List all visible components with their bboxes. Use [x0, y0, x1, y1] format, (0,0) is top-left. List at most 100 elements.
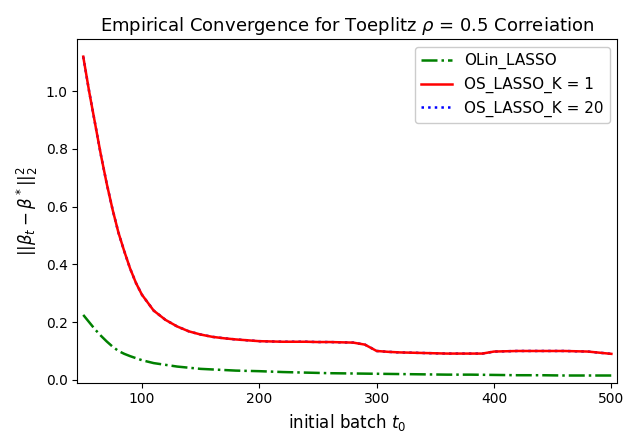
Line: OS_LASSO_K = 20: OS_LASSO_K = 20	[83, 56, 611, 354]
OS_LASSO_K = 20	[115, 230, 122, 235]
OLin_LASSO	[91, 327, 99, 332]
OS_LASSO_K = 1	[91, 121, 99, 126]
OS_LASSO_K = 1	[303, 339, 310, 345]
OS_LASSO_K = 1	[196, 332, 204, 337]
OS_LASSO_K = 1	[467, 351, 474, 356]
OS_LASSO_K = 1	[607, 351, 615, 357]
OS_LASSO_K = 1	[209, 334, 216, 340]
OS_LASSO_K = 20	[444, 351, 451, 356]
OS_LASSO_K = 1	[514, 348, 522, 353]
Line: OS_LASSO_K = 1: OS_LASSO_K = 1	[83, 56, 611, 354]
OLin_LASSO	[173, 364, 181, 369]
OS_LASSO_K = 1	[490, 349, 498, 354]
OLin_LASSO	[303, 370, 310, 375]
OLin_LASSO	[244, 368, 252, 374]
OS_LASSO_K = 20	[79, 54, 87, 59]
OS_LASSO_K = 1	[431, 351, 439, 356]
OLin_LASSO	[607, 373, 615, 378]
OLin_LASSO	[279, 369, 287, 375]
OS_LASSO_K = 1	[279, 339, 287, 345]
OLin_LASSO	[85, 319, 93, 325]
OLin_LASSO	[232, 368, 239, 373]
OS_LASSO_K = 20	[161, 317, 169, 323]
OLin_LASSO	[97, 333, 105, 338]
OS_LASSO_K = 20	[126, 266, 134, 271]
OS_LASSO_K = 20	[209, 334, 216, 340]
OS_LASSO_K = 20	[303, 339, 310, 345]
OS_LASSO_K = 20	[255, 339, 263, 344]
OS_LASSO_K = 20	[85, 89, 93, 94]
OLin_LASSO	[150, 360, 157, 366]
OS_LASSO_K = 20	[173, 324, 181, 329]
OS_LASSO_K = 20	[373, 348, 381, 353]
OS_LASSO_K = 1	[79, 54, 87, 59]
OS_LASSO_K = 1	[161, 317, 169, 323]
OLin_LASSO	[126, 353, 134, 359]
OS_LASSO_K = 20	[91, 121, 99, 126]
OS_LASSO_K = 1	[103, 181, 111, 186]
OLin_LASSO	[561, 373, 568, 378]
OLin_LASSO	[584, 373, 592, 378]
OLin_LASSO	[115, 348, 122, 353]
OS_LASSO_K = 1	[455, 351, 463, 356]
OS_LASSO_K = 1	[537, 348, 545, 353]
OS_LASSO_K = 20	[232, 337, 239, 342]
OLin_LASSO	[396, 371, 404, 377]
OS_LASSO_K = 20	[479, 351, 486, 356]
OS_LASSO_K = 20	[385, 349, 392, 354]
OLin_LASSO	[514, 373, 522, 378]
OLin_LASSO	[467, 372, 474, 377]
OS_LASSO_K = 1	[109, 207, 116, 212]
OS_LASSO_K = 20	[314, 339, 322, 345]
OLin_LASSO	[109, 344, 116, 349]
OS_LASSO_K = 20	[279, 339, 287, 345]
OS_LASSO_K = 1	[349, 340, 357, 345]
OS_LASSO_K = 20	[467, 351, 474, 356]
OLin_LASSO	[420, 372, 428, 377]
OS_LASSO_K = 1	[185, 329, 193, 334]
OLin_LASSO	[490, 372, 498, 378]
OLin_LASSO	[326, 370, 333, 376]
OS_LASSO_K = 1	[314, 339, 322, 345]
OS_LASSO_K = 1	[132, 280, 140, 286]
OLin_LASSO	[185, 365, 193, 370]
OS_LASSO_K = 20	[338, 340, 346, 345]
OS_LASSO_K = 20	[244, 338, 252, 343]
OS_LASSO_K = 20	[150, 308, 157, 313]
OLin_LASSO	[138, 358, 146, 363]
OS_LASSO_K = 1	[326, 339, 333, 345]
OS_LASSO_K = 1	[126, 266, 134, 271]
OS_LASSO_K = 1	[97, 152, 105, 157]
OS_LASSO_K = 20	[607, 351, 615, 357]
OS_LASSO_K = 20	[561, 348, 568, 353]
OS_LASSO_K = 1	[85, 89, 93, 94]
OS_LASSO_K = 20	[537, 348, 545, 353]
OS_LASSO_K = 1	[420, 350, 428, 356]
OLin_LASSO	[220, 367, 228, 373]
OLin_LASSO	[255, 369, 263, 374]
OS_LASSO_K = 20	[109, 207, 116, 212]
OS_LASSO_K = 1	[479, 351, 486, 356]
Legend: OLin_LASSO, OS_LASSO_K = 1, OS_LASSO_K = 20: OLin_LASSO, OS_LASSO_K = 1, OS_LASSO_K =…	[415, 47, 610, 123]
OS_LASSO_K = 20	[196, 332, 204, 337]
OLin_LASSO	[161, 362, 169, 367]
OS_LASSO_K = 20	[455, 351, 463, 356]
OS_LASSO_K = 20	[396, 350, 404, 355]
OLin_LASSO	[444, 372, 451, 377]
OS_LASSO_K = 20	[103, 181, 111, 186]
OS_LASSO_K = 1	[267, 339, 275, 344]
OS_LASSO_K = 20	[514, 348, 522, 353]
OS_LASSO_K = 1	[361, 342, 369, 347]
OS_LASSO_K = 1	[584, 349, 592, 354]
X-axis label: initial batch $t_0$: initial batch $t_0$	[288, 412, 406, 433]
OS_LASSO_K = 20	[420, 350, 428, 356]
OS_LASSO_K = 1	[255, 339, 263, 344]
OS_LASSO_K = 20	[326, 339, 333, 345]
OS_LASSO_K = 1	[138, 292, 146, 297]
OS_LASSO_K = 20	[220, 336, 228, 341]
OS_LASSO_K = 20	[132, 280, 140, 286]
OS_LASSO_K = 1	[244, 338, 252, 343]
OS_LASSO_K = 20	[185, 329, 193, 334]
OS_LASSO_K = 20	[120, 249, 128, 254]
OS_LASSO_K = 20	[138, 292, 146, 297]
